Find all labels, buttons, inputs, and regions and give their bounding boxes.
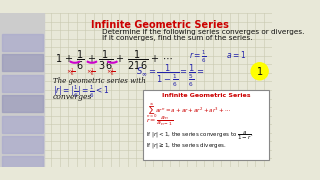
Text: $S_\infty = \dfrac{1}{1-\frac{1}{6}} = \dfrac{1}{\frac{5}{6}} =$: $S_\infty = \dfrac{1}{1-\frac{1}{6}} = \… xyxy=(136,63,205,89)
Bar xyxy=(2,156,43,174)
Text: If it converges, find the sum of the series.: If it converges, find the sum of the ser… xyxy=(102,35,253,41)
Text: Determine if the following series converges or diverges.: Determine if the following series conver… xyxy=(102,29,305,35)
Text: If $|r|\geq 1$, the series diverges.: If $|r|\geq 1$, the series diverges. xyxy=(147,141,227,150)
Text: $\times\frac{1}{6}$: $\times\frac{1}{6}$ xyxy=(86,66,95,78)
Bar xyxy=(2,34,43,51)
Text: $r = \dfrac{a_n}{a_{n-1}}$: $r = \dfrac{a_n}{a_{n-1}}$ xyxy=(147,114,173,128)
Bar xyxy=(2,95,43,112)
Text: $\times\frac{1}{6}$: $\times\frac{1}{6}$ xyxy=(66,66,75,78)
Text: Infinite Geometric Series: Infinite Geometric Series xyxy=(162,93,250,98)
Text: If $|r|<1$, the series converges to $\dfrac{a}{1-r}$.: If $|r|<1$, the series converges to $\df… xyxy=(147,129,254,142)
Text: $\sum_{n=0}^{\infty}ar^n = a + ar + ar^2 + ar^3 + \cdots$: $\sum_{n=0}^{\infty}ar^n = a + ar + ar^2… xyxy=(147,102,231,121)
Text: $r=\frac{1}{6}$: $r=\frac{1}{6}$ xyxy=(189,49,207,65)
Bar xyxy=(0,13,44,167)
Text: $|r| = |\frac{1}{6}| = \frac{1}{6} < 1$: $|r| = |\frac{1}{6}| = \frac{1}{6} < 1$ xyxy=(53,84,109,100)
Text: converges: converges xyxy=(53,93,92,101)
Text: $1$: $1$ xyxy=(256,65,263,77)
Bar xyxy=(2,54,43,71)
Text: The geometric series with: The geometric series with xyxy=(53,77,146,85)
Text: Infinite Geometric Series: Infinite Geometric Series xyxy=(91,20,229,30)
Text: $a=1$: $a=1$ xyxy=(226,49,246,60)
Circle shape xyxy=(251,63,268,80)
Bar xyxy=(143,90,269,160)
Bar xyxy=(2,136,43,153)
Text: $1\,+\,\dfrac{1}{6}\,+\,\dfrac{1}{36}\,+\,\dfrac{1}{216}\,+\,\cdots$: $1\,+\,\dfrac{1}{6}\,+\,\dfrac{1}{36}\,+… xyxy=(55,49,173,72)
Bar xyxy=(2,75,43,92)
Text: $\times\frac{1}{6}$: $\times\frac{1}{6}$ xyxy=(106,66,115,78)
Bar xyxy=(2,116,43,132)
